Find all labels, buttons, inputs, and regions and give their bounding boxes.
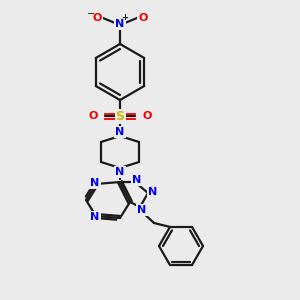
Text: N: N <box>116 19 124 29</box>
Text: O: O <box>138 13 148 23</box>
Text: N: N <box>132 175 142 185</box>
Text: O: O <box>88 111 98 121</box>
Text: N: N <box>137 205 147 215</box>
Text: N: N <box>116 167 124 177</box>
Text: +: + <box>122 13 128 22</box>
Text: −: − <box>87 9 95 19</box>
Text: N: N <box>90 178 100 188</box>
Text: N: N <box>116 127 124 137</box>
Text: N: N <box>148 187 158 197</box>
Text: S: S <box>116 110 124 122</box>
Text: O: O <box>142 111 152 121</box>
Text: N: N <box>90 212 100 222</box>
Text: O: O <box>92 13 102 23</box>
